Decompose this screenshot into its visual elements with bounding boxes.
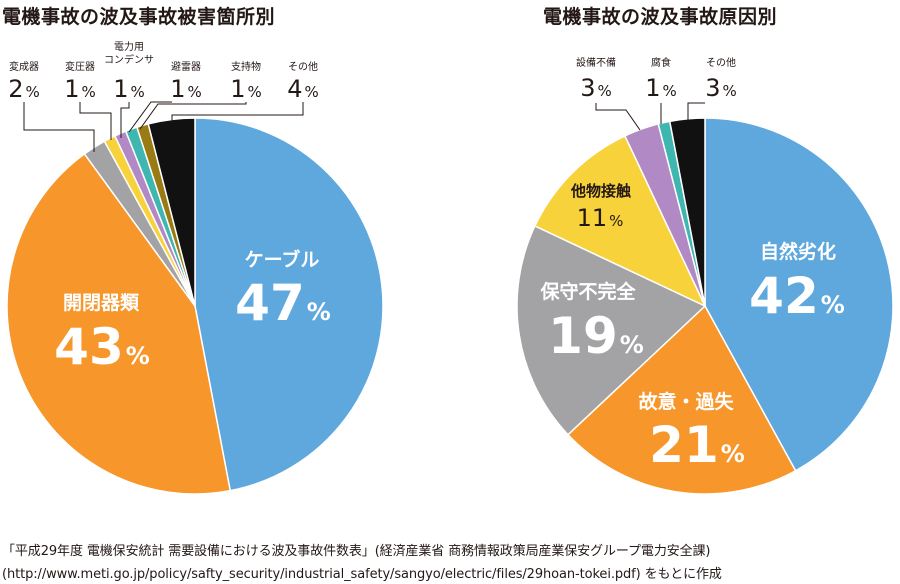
pie-1-leader-line	[120, 102, 130, 138]
pie-2-slice-1	[566, 304, 797, 495]
pie-1-slice-7	[147, 117, 196, 307]
chart-title-damage-location: 電機事故の波及事故被害箇所別	[2, 6, 276, 28]
pie-1-leader-line	[171, 102, 304, 122]
pie-1-leader-line	[23, 102, 95, 152]
pie-1-callout-label: 支持物	[231, 60, 261, 73]
source-url: (http://www.meti.go.jp/policy/safty_secu…	[2, 567, 722, 582]
pie-2-slice-0	[704, 117, 894, 472]
pie-2-slice-label: 他物接触	[570, 182, 631, 200]
pie-1-callout-value: 1%	[64, 75, 96, 103]
pie-1-callout-value: 4%	[287, 75, 319, 103]
pie-1-callout-value: 1%	[113, 75, 145, 103]
pie-1-leader-line	[128, 101, 172, 133]
pie-1-callout-value: 1%	[230, 75, 262, 103]
pie-2-callout-label: 腐食	[651, 56, 671, 69]
pie-2-leader-line	[687, 102, 705, 120]
pie-1-callout-value: 2%	[8, 75, 40, 103]
pie-2-callout-label: その他	[706, 56, 736, 69]
pie-2-callout-label: 設備不備	[576, 56, 616, 69]
pie-2-slice-value: 42%	[749, 267, 845, 325]
pie-2-slice-label: 故意・過失	[638, 390, 734, 413]
pie-1-slice-value: 47%	[235, 274, 331, 332]
pie-2-slice-label: 保守不完全	[539, 280, 636, 303]
pie-1-slice-0	[194, 117, 384, 492]
pie-1-callout-label: 電力用コンデンサ	[104, 40, 154, 66]
pie-1-callout-label: 変成器	[9, 60, 39, 73]
pie-2-slice-2	[516, 224, 707, 436]
pie-2-slice-3	[533, 134, 707, 308]
pie-chart-1: ケーブル 47% 開閉器類 43% 変成器 2 % 変圧器 1 % 電力用コンデンサ 1 % 避雷器 1 % 支…	[6, 40, 384, 495]
pie-2-slice-6	[668, 117, 706, 307]
pie-2-callout-value: 3%	[580, 74, 612, 102]
pie-2-callout-value: 1%	[645, 74, 677, 102]
pie-1-callout-value: 1%	[170, 75, 202, 103]
pie-1-slice-value: 43%	[54, 318, 150, 376]
pie-1-leader-line	[139, 102, 247, 130]
pie-2-slice-label: 自然劣化	[760, 240, 836, 263]
source-citation: 「平成29年度 電機保安統計 需要設備における波及事故件数表」(経済産業省 商務…	[2, 544, 711, 559]
pie-charts-canvas: ケーブル 47% 開閉器類 43% 変成器 2 % 変圧器 1 % 電力用コンデンサ 1 % 避雷器 1 % 支…	[6, 40, 894, 495]
pie-2-callout-value: 3%	[705, 74, 737, 102]
pie-1-callout-label: 避雷器	[171, 60, 201, 73]
pie-2-leader-line	[595, 103, 641, 131]
pie-2-slice-value: 11%	[577, 204, 624, 232]
pie-1-leader-line	[79, 102, 112, 140]
pie-1-slice-label: 開閉器類	[63, 292, 140, 314]
pie-1-callout-label: その他	[288, 60, 318, 73]
pie-1-slice-label: ケーブル	[245, 248, 320, 271]
pie-1-slice-1	[6, 152, 232, 495]
pie-2-slice-value: 21%	[649, 416, 745, 474]
pie-1-callout-label: 変圧器	[65, 60, 95, 73]
pie-chart-2: 自然劣化 42% 故意・過失 21% 保守不完全 19% 他物接触 11 % 設備不備 3 % 腐食 1%…	[516, 56, 894, 495]
chart-title-cause: 電機事故の波及事故原因別	[543, 6, 778, 28]
pie-2-slice-value: 19%	[548, 307, 644, 365]
